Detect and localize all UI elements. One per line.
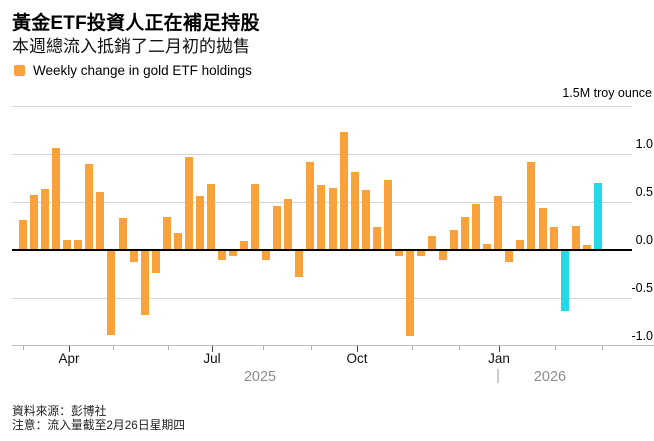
x-year-label: 2025 <box>243 369 277 385</box>
x-tick-minor <box>23 346 24 350</box>
bar <box>229 250 237 256</box>
y-tick-label: 0.0 <box>635 233 653 247</box>
bar <box>19 220 27 250</box>
x-month-label: Apr <box>58 351 80 366</box>
source-note: 資料來源：彭博社 <box>12 404 107 418</box>
bar <box>428 235 436 250</box>
bar <box>439 250 447 260</box>
bar <box>505 250 514 262</box>
bar <box>107 250 116 336</box>
bar <box>129 250 138 263</box>
bar <box>295 250 304 277</box>
footer: 資料來源：彭博社 注意：流入量截至2月26日星期四 <box>12 404 186 432</box>
x-tick-major <box>212 346 213 352</box>
bar <box>317 184 326 250</box>
bar <box>218 250 226 260</box>
bar <box>416 250 425 256</box>
x-axis-line <box>12 345 654 346</box>
page-title: 黃金ETF投資人正在補足持股 <box>12 13 260 34</box>
page-subtitle: 本週總流入抵銷了二月初的拋售 <box>12 37 250 56</box>
bar <box>162 216 171 250</box>
bar <box>560 250 569 312</box>
x-tick-minor <box>602 346 603 350</box>
bar <box>284 199 293 250</box>
data-note: 注意：流入量截至2月26日星期四 <box>12 417 186 432</box>
bar <box>41 188 50 250</box>
x-tick-minor <box>555 346 556 350</box>
bar <box>118 218 127 250</box>
bar <box>472 204 481 250</box>
y-axis-unit-label: 1.5M troy ounce <box>562 86 652 100</box>
x-tick-major <box>499 346 500 352</box>
bar <box>173 232 182 250</box>
x-tick-minor <box>168 346 169 350</box>
bar <box>206 184 215 250</box>
bar <box>96 191 105 250</box>
bar <box>85 163 94 250</box>
bar <box>74 239 83 250</box>
zero-baseline <box>12 249 632 251</box>
bar <box>494 195 503 250</box>
bar <box>151 250 160 273</box>
year-separator: | <box>496 368 500 384</box>
bar <box>461 216 470 250</box>
bar <box>394 250 403 256</box>
bar <box>240 241 249 250</box>
bar <box>262 250 271 260</box>
bar <box>593 183 602 250</box>
bar <box>63 239 72 250</box>
x-month-label: Oct <box>346 351 368 366</box>
bar <box>361 189 370 250</box>
legend-label: Weekly change in gold ETF holdings <box>33 63 252 78</box>
gridline <box>12 154 632 156</box>
bar <box>516 239 525 250</box>
x-tick-minor <box>113 346 114 350</box>
bar <box>251 184 260 250</box>
x-tick-minor <box>412 346 413 350</box>
x-tick-major <box>69 346 70 352</box>
x-month-label: Jul <box>203 351 221 366</box>
bar <box>405 250 414 337</box>
gridline <box>12 106 632 108</box>
x-tick-minor <box>263 346 264 350</box>
bar <box>450 229 459 250</box>
bar <box>339 132 348 250</box>
y-tick-label: 1.0 <box>635 137 653 152</box>
x-tick-major <box>357 346 358 352</box>
y-tick-label: 0.5 <box>635 185 653 200</box>
bar <box>273 206 282 250</box>
bar <box>372 227 381 250</box>
bar <box>549 227 558 250</box>
x-tick-minor <box>311 346 312 350</box>
bar <box>30 194 39 250</box>
x-month-label: Jan <box>488 351 510 366</box>
bar <box>195 195 204 250</box>
bar <box>52 147 61 250</box>
gridline <box>12 297 632 299</box>
legend: Weekly change in gold ETF holdings <box>14 63 252 78</box>
legend-swatch-icon <box>14 65 25 76</box>
bar <box>538 207 547 250</box>
bar <box>483 244 492 250</box>
bar <box>350 171 359 250</box>
bar <box>527 162 536 250</box>
bar <box>383 180 392 250</box>
bar <box>582 245 591 250</box>
bar <box>184 157 193 250</box>
x-tick-minor <box>459 346 460 350</box>
bar <box>328 187 337 250</box>
bar <box>140 250 149 316</box>
y-tick-label: -0.5 <box>631 280 653 295</box>
x-year-label: 2026 <box>533 369 567 385</box>
bar <box>571 226 580 250</box>
bar <box>306 162 315 250</box>
y-tick-label: -1.0 <box>631 328 653 343</box>
